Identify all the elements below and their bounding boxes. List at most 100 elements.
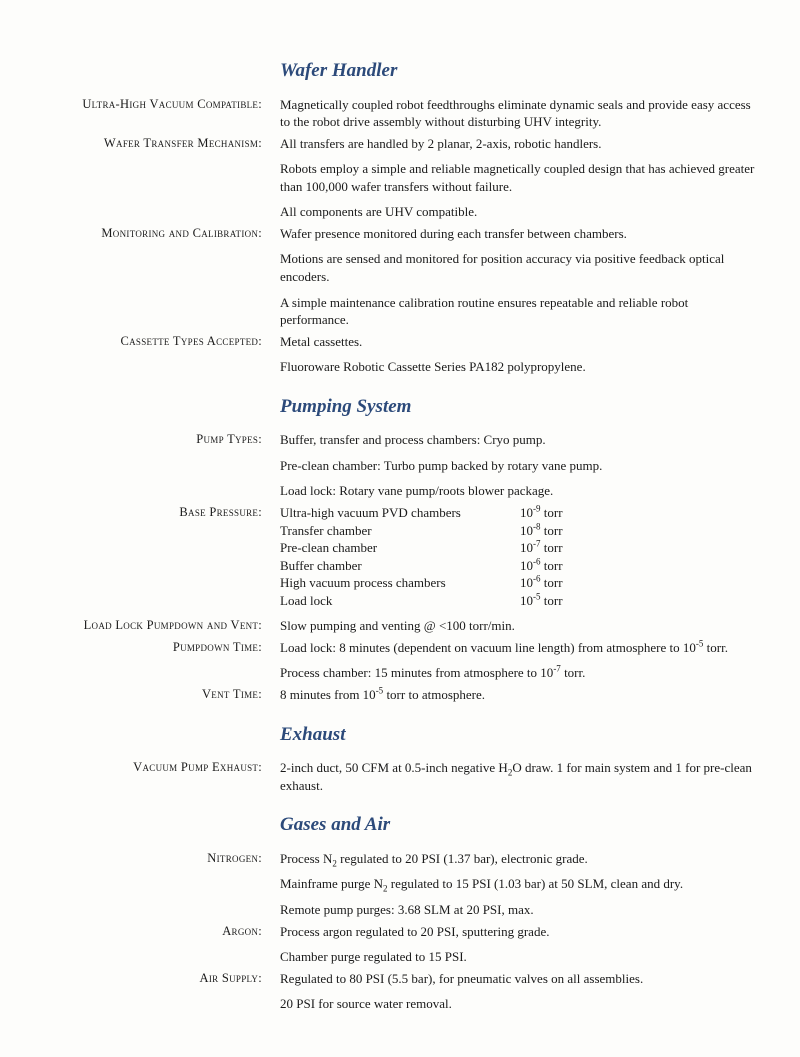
label-nitrogen: Nitrogen: xyxy=(20,850,280,919)
pressure-row-value: 10-8 torr xyxy=(520,522,563,540)
row-cassette: Cassette Types Accepted: Metal cassettes… xyxy=(20,333,760,376)
label-base-pressure: Base Pressure: xyxy=(20,504,280,609)
pressure-table-values: 10-9 torr 10-8 torr 10-7 torr 10-6 torr … xyxy=(520,504,563,609)
exp: -9 xyxy=(533,504,541,514)
pressure-table: Ultra-high vacuum PVD chambers Transfer … xyxy=(280,504,760,609)
text: Metal cassettes. xyxy=(280,333,760,351)
pressure-row-name: Load lock xyxy=(280,592,520,610)
value-vent-time: 8 minutes from 10-5 torr to atmosphere. xyxy=(280,686,760,704)
label-pump-types: Pump Types: xyxy=(20,431,280,500)
text: Motions are sensed and monitored for pos… xyxy=(280,250,760,285)
value-transfer: All transfers are handled by 2 planar, 2… xyxy=(280,135,760,221)
unit: torr xyxy=(544,523,563,538)
t: torr. xyxy=(703,640,728,655)
row-pump-types: Pump Types: Buffer, transfer and process… xyxy=(20,431,760,500)
label-uhv: Ultra-High Vacuum Compatible: xyxy=(20,96,280,131)
text: Wafer presence monitored during each tra… xyxy=(280,225,760,243)
value-cassette: Metal cassettes. Fluoroware Robotic Cass… xyxy=(280,333,760,376)
label-vent-time: Vent Time: xyxy=(20,686,280,704)
t: 2-inch duct, 50 CFM at 0.5-inch negative… xyxy=(280,760,508,775)
text: Regulated to 80 PSI (5.5 bar), for pneum… xyxy=(280,970,760,988)
row-transfer: Wafer Transfer Mechanism: All transfers … xyxy=(20,135,760,221)
text: Load lock: Rotary vane pump/roots blower… xyxy=(280,482,760,500)
t: regulated to 20 PSI (1.37 bar), electron… xyxy=(337,851,588,866)
pressure-row-value: 10-9 torr xyxy=(520,504,563,522)
t: Mainframe purge N xyxy=(280,876,383,891)
pressure-row-value: 10-6 torr xyxy=(520,574,563,592)
exp: -7 xyxy=(553,664,561,674)
pressure-row-name: Pre-clean chamber xyxy=(280,539,520,557)
label-argon: Argon: xyxy=(20,923,280,966)
label-transfer: Wafer Transfer Mechanism: xyxy=(20,135,280,221)
value-base-pressure: Ultra-high vacuum PVD chambers Transfer … xyxy=(280,504,760,609)
text: Load lock: 8 minutes (dependent on vacuu… xyxy=(280,639,760,657)
row-air: Air Supply: Regulated to 80 PSI (5.5 bar… xyxy=(20,970,760,1013)
unit: torr xyxy=(544,575,563,590)
row-pumpdown-time: Pumpdown Time: Load lock: 8 minutes (dep… xyxy=(20,639,760,682)
row-vent-time: Vent Time: 8 minutes from 10-5 torr to a… xyxy=(20,686,760,704)
row-uhv: Ultra-High Vacuum Compatible: Magnetical… xyxy=(20,96,760,131)
exp: -6 xyxy=(533,556,541,566)
unit: torr xyxy=(544,593,563,608)
text: 2-inch duct, 50 CFM at 0.5-inch negative… xyxy=(280,759,760,794)
text: Mainframe purge N2 regulated to 15 PSI (… xyxy=(280,875,760,893)
pressure-table-names: Ultra-high vacuum PVD chambers Transfer … xyxy=(280,504,520,609)
value-monitor: Wafer presence monitored during each tra… xyxy=(280,225,760,329)
pressure-row-name: Transfer chamber xyxy=(280,522,520,540)
value-nitrogen: Process N2 regulated to 20 PSI (1.37 bar… xyxy=(280,850,760,919)
pressure-row-value: 10-6 torr xyxy=(520,557,563,575)
text: All transfers are handled by 2 planar, 2… xyxy=(280,135,760,153)
text: Chamber purge regulated to 15 PSI. xyxy=(280,948,760,966)
t: torr. xyxy=(561,665,586,680)
section-title-exhaust: Exhaust xyxy=(280,722,760,748)
label-air: Air Supply: xyxy=(20,970,280,1013)
text: 20 PSI for source water removal. xyxy=(280,995,760,1013)
unit: torr xyxy=(544,505,563,520)
label-vacuum-exhaust: Vacuum Pump Exhaust: xyxy=(20,759,280,794)
row-nitrogen: Nitrogen: Process N2 regulated to 20 PSI… xyxy=(20,850,760,919)
text: Process argon regulated to 20 PSI, sputt… xyxy=(280,923,760,941)
t: Load lock: 8 minutes (dependent on vacuu… xyxy=(280,640,696,655)
label-cassette: Cassette Types Accepted: xyxy=(20,333,280,376)
text: Fluoroware Robotic Cassette Series PA182… xyxy=(280,358,760,376)
pressure-row-value: 10-7 torr xyxy=(520,539,563,557)
row-monitor: Monitoring and Calibration: Wafer presen… xyxy=(20,225,760,329)
text: Pre-clean chamber: Turbo pump backed by … xyxy=(280,457,760,475)
pressure-row-name: Ultra-high vacuum PVD chambers xyxy=(280,504,520,522)
exp: -7 xyxy=(533,539,541,549)
text: 8 minutes from 10-5 torr to atmosphere. xyxy=(280,686,760,704)
section-title-pumping: Pumping System xyxy=(280,394,760,420)
value-pump-types: Buffer, transfer and process chambers: C… xyxy=(280,431,760,500)
text: Magnetically coupled robot feedthroughs … xyxy=(280,96,760,131)
text: All components are UHV compatible. xyxy=(280,203,760,221)
t: regulated to 15 PSI (1.03 bar) at 50 SLM… xyxy=(388,876,684,891)
section-title-wafer-handler: Wafer Handler xyxy=(280,58,760,84)
label-pumpdown-vent: Load Lock Pumpdown and Vent: xyxy=(20,617,280,635)
value-argon: Process argon regulated to 20 PSI, sputt… xyxy=(280,923,760,966)
value-pumpdown-vent: Slow pumping and venting @ <100 torr/min… xyxy=(280,617,760,635)
text: Slow pumping and venting @ <100 torr/min… xyxy=(280,617,760,635)
unit: torr xyxy=(544,540,563,555)
text: Process N2 regulated to 20 PSI (1.37 bar… xyxy=(280,850,760,868)
row-pumpdown-vent: Load Lock Pumpdown and Vent: Slow pumpin… xyxy=(20,617,760,635)
value-vacuum-exhaust: 2-inch duct, 50 CFM at 0.5-inch negative… xyxy=(280,759,760,794)
text: Robots employ a simple and reliable magn… xyxy=(280,160,760,195)
pressure-row-name: High vacuum process chambers xyxy=(280,574,520,592)
unit: torr xyxy=(544,558,563,573)
section-title-gases: Gases and Air xyxy=(280,812,760,838)
row-vacuum-exhaust: Vacuum Pump Exhaust: 2-inch duct, 50 CFM… xyxy=(20,759,760,794)
t: Process chamber: 15 minutes from atmosph… xyxy=(280,665,553,680)
label-pumpdown-time: Pumpdown Time: xyxy=(20,639,280,682)
value-air: Regulated to 80 PSI (5.5 bar), for pneum… xyxy=(280,970,760,1013)
value-uhv: Magnetically coupled robot feedthroughs … xyxy=(280,96,760,131)
exp: -6 xyxy=(533,574,541,584)
t: torr to atmosphere. xyxy=(383,687,485,702)
t: Process N xyxy=(280,851,332,866)
text: Process chamber: 15 minutes from atmosph… xyxy=(280,664,760,682)
pressure-row-name: Buffer chamber xyxy=(280,557,520,575)
text: Buffer, transfer and process chambers: C… xyxy=(280,431,760,449)
row-argon: Argon: Process argon regulated to 20 PSI… xyxy=(20,923,760,966)
value-pumpdown-time: Load lock: 8 minutes (dependent on vacuu… xyxy=(280,639,760,682)
row-base-pressure: Base Pressure: Ultra-high vacuum PVD cha… xyxy=(20,504,760,609)
text: A simple maintenance calibration routine… xyxy=(280,294,760,329)
